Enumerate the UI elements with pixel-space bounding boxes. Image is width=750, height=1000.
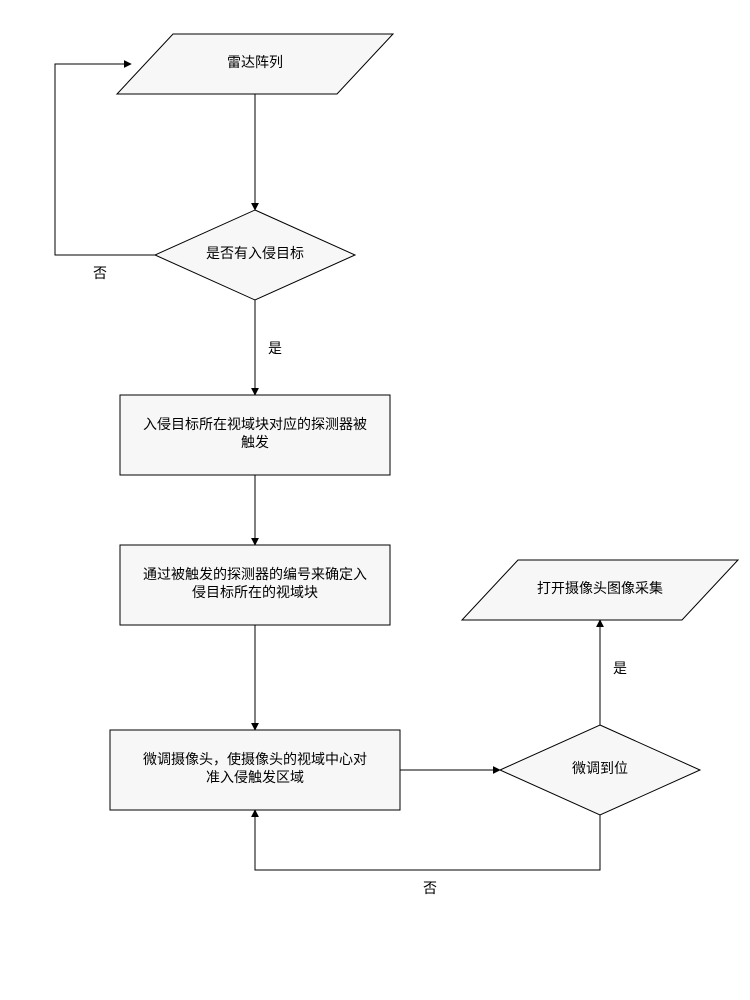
flowchart-node-n3: [120, 395, 390, 475]
edge-label: 是: [268, 342, 282, 357]
edge-label: 否: [93, 267, 107, 282]
flowchart-node-text: 雷达阵列: [227, 55, 283, 71]
flowchart-canvas: 是是否否雷达阵列是否有入侵目标入侵目标所在视域块对应的探测器被触发通过被触发的探…: [0, 0, 750, 1000]
flowchart-node-text: 触发: [241, 435, 269, 451]
flowchart-node-text: 侵目标所在的视域块: [192, 584, 318, 601]
flowchart-node-n4: [120, 545, 390, 625]
edge-label: 否: [423, 882, 437, 897]
flowchart-node-text: 通过被触发的探测器的编号来确定入: [143, 567, 367, 583]
flowchart-node-text: 是否有入侵目标: [206, 245, 304, 262]
flowchart-node-n5: [110, 730, 400, 810]
edge: [255, 810, 600, 870]
flowchart-node-text: 微调到位: [572, 761, 628, 777]
flowchart-node-text: 准入侵触发区域: [206, 769, 304, 786]
edge-label: 是: [613, 662, 627, 677]
flowchart-node-text: 打开摄像头图像采集: [537, 580, 663, 597]
flowchart-node-text: 入侵目标所在视域块对应的探测器被: [143, 416, 367, 433]
flowchart-node-text: 微调摄像头，使摄像头的视域中心对: [143, 751, 367, 768]
